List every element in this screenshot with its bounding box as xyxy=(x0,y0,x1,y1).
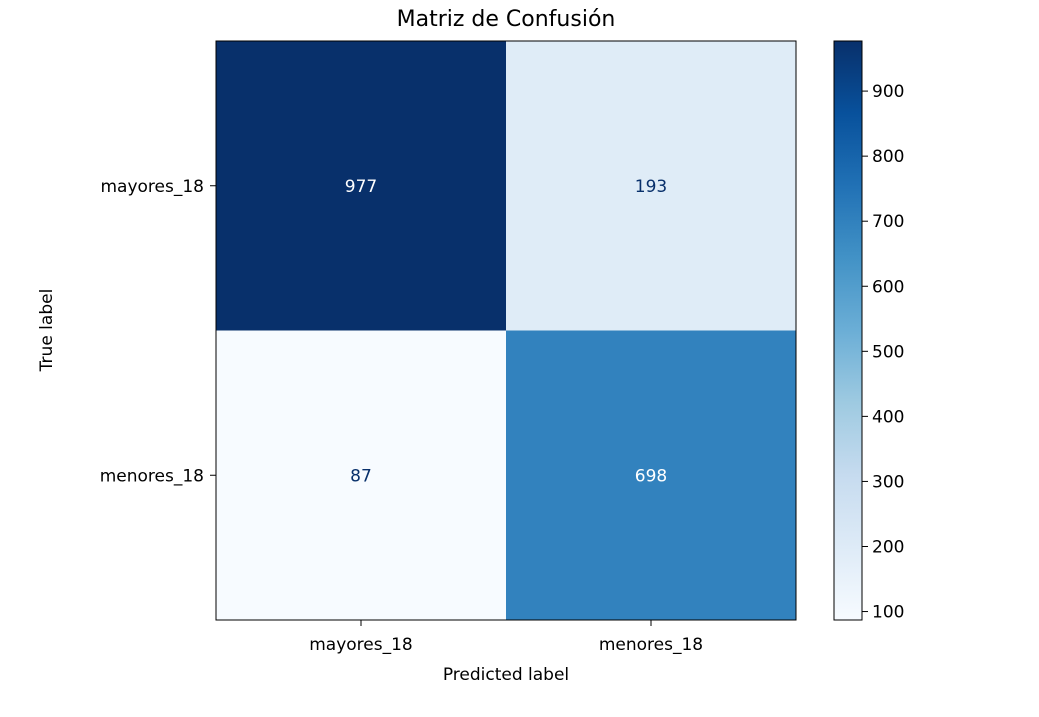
cell-value-label: 977 xyxy=(345,177,377,197)
colorbar-tick-label: 900 xyxy=(872,82,904,102)
chart-title: Matriz de Confusión xyxy=(397,7,616,32)
colorbar xyxy=(833,40,863,621)
cell-value-label: 87 xyxy=(350,466,372,486)
x-tick-label: mayores_18 xyxy=(309,635,413,655)
x-axis-label: Predicted label xyxy=(443,665,569,685)
heatmap-cells: 977 193 87 698 xyxy=(216,41,796,620)
colorbar-tick-label: 800 xyxy=(872,147,904,167)
x-tick-label: menores_18 xyxy=(599,635,703,655)
colorbar-tick-label: 300 xyxy=(872,472,904,492)
colorbar-tick-label: 600 xyxy=(872,277,904,297)
colorbar-tick-label: 700 xyxy=(872,212,904,232)
heatmap-cell xyxy=(216,41,506,331)
y-tick-label: menores_18 xyxy=(100,466,204,486)
heatmap-cell xyxy=(216,330,506,620)
x-axis-ticks: mayores_18 menores_18 xyxy=(309,620,703,655)
colorbar-tick-label: 500 xyxy=(872,342,904,362)
colorbar-tick-label: 100 xyxy=(872,603,904,623)
y-tick-label: mayores_18 xyxy=(100,177,204,197)
y-axis-ticks: mayores_18 menores_18 xyxy=(100,177,216,486)
colorbar-ticks: 100 200 300 400 500 600 700 800 900 xyxy=(862,82,904,623)
heatmap-cell xyxy=(506,41,796,331)
colorbar-tick-label: 200 xyxy=(872,537,904,557)
heatmap-cell xyxy=(506,330,796,620)
plot-frame xyxy=(215,40,797,621)
y-axis-label: True label xyxy=(37,289,57,373)
cell-value-label: 193 xyxy=(635,177,667,197)
colorbar-tick-label: 400 xyxy=(872,407,904,427)
cell-value-label: 698 xyxy=(635,466,667,486)
